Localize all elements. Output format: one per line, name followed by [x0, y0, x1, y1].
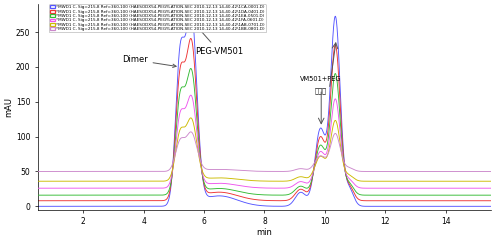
- Legend: *MWD1 C, Sig=215,8 Ref=360,100 (HAESODX54-PEGYLATION-SEC 2010-12-13 14-40-42\1CA: *MWD1 C, Sig=215,8 Ref=360,100 (HAESODX5…: [49, 4, 266, 32]
- X-axis label: min: min: [256, 228, 272, 237]
- Text: PEG-VM501: PEG-VM501: [194, 22, 243, 56]
- Text: VM501+PEG: VM501+PEG: [299, 76, 341, 82]
- Text: 복합체: 복합체: [314, 88, 326, 94]
- Text: Dimer: Dimer: [122, 55, 176, 67]
- Y-axis label: mAU: mAU: [4, 97, 13, 117]
